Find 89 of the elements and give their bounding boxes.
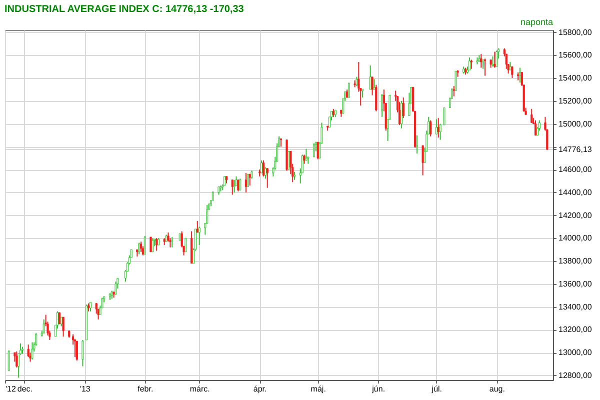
candlestick (437, 118, 440, 138)
candlestick (312, 142, 316, 158)
candlestick (95, 302, 98, 314)
candlestick (180, 230, 183, 248)
candlestick (470, 59, 472, 70)
candlestick (356, 76, 358, 87)
x-tick-label: júl. (430, 384, 442, 394)
candlestick (422, 145, 424, 176)
candlestick (416, 134, 418, 154)
candlestick (198, 226, 200, 246)
y-tick-label: 13600,00 (558, 279, 592, 288)
x-tick-label: ápr. (253, 384, 267, 394)
candlestick (62, 316, 64, 338)
y-tick-label: 13000,00 (558, 348, 592, 358)
candlestick (468, 56, 470, 71)
x-tick-label: máj. (310, 384, 326, 394)
candlestick (27, 344, 30, 358)
y-tick-label: 13400,00 (558, 302, 592, 312)
y-tick-label: 15400,00 (558, 74, 592, 83)
y-tick-label: 15200,00 (558, 96, 592, 106)
y-tick-label: 12800,00 (558, 370, 592, 380)
candlestick (42, 318, 45, 334)
candlestick (303, 154, 306, 164)
candlestick (316, 142, 319, 160)
candlestick (150, 236, 152, 252)
candlestick (430, 120, 432, 137)
candlestick (482, 59, 484, 70)
candlestick (375, 84, 378, 112)
y-tick-label: 14776,13 (558, 144, 592, 154)
candlestick (496, 50, 498, 68)
candlestick (538, 120, 540, 132)
y-tick-label: 14000,00 (558, 234, 592, 243)
candlestick (144, 235, 146, 255)
candlestick (233, 179, 236, 193)
candlestick (262, 160, 265, 177)
candlestick (480, 54, 482, 68)
y-tick-label: 13800,00 (558, 256, 592, 266)
candlestick (224, 176, 226, 186)
candlestick (138, 242, 140, 255)
candlestick (248, 174, 251, 186)
candlestick (140, 241, 142, 252)
candlestick (231, 179, 234, 196)
candlestick (31, 342, 34, 360)
y-tick-label: 15800,00 (558, 28, 592, 37)
candlestick (371, 76, 374, 96)
candlestick (184, 238, 187, 252)
candlestick (212, 190, 214, 201)
candlestick (511, 66, 514, 79)
candlestick (76, 340, 78, 362)
x-tick-label: jún. (371, 384, 386, 394)
x-tick-label: '13 (80, 384, 91, 394)
candlestick (369, 64, 372, 90)
candlestick (206, 204, 208, 224)
candlestick (82, 339, 84, 367)
candlestick (452, 86, 455, 97)
candlestick (260, 160, 263, 174)
candlestick (114, 281, 117, 295)
x-tick-label: dec. (17, 384, 32, 394)
y-tick-label: 14600,00 (558, 165, 592, 174)
y-tick-label: 14200,00 (558, 210, 592, 220)
candlestick (305, 148, 308, 161)
candlestick (494, 51, 496, 68)
text: naponta (520, 17, 553, 27)
candlestick (530, 108, 533, 124)
candlestick (8, 350, 10, 372)
candlestick (171, 236, 174, 248)
candlestick (373, 78, 376, 90)
candlestick (492, 56, 494, 68)
x-tick-label: febr. (138, 384, 154, 394)
x-tick-label: '12 (6, 384, 16, 394)
candlestick (142, 246, 144, 256)
candlestick (16, 350, 18, 368)
y-tick-label: 15600,00 (558, 50, 592, 60)
candlestick (380, 94, 384, 118)
y-tick-label: 14400,00 (558, 188, 592, 197)
candlestick (237, 179, 240, 192)
candlestick (244, 172, 248, 193)
x-tick-label: aug. (489, 384, 505, 394)
candlestick (288, 150, 290, 170)
y-tick-label: 13200,00 (558, 325, 592, 334)
candlestick (58, 312, 60, 324)
y-tick-label: 15000,00 (558, 119, 592, 128)
candlestick (239, 178, 242, 191)
chart-title: INDUSTRIAL AVERAGE INDEX C: 14776,13 -170,33 (4, 4, 244, 15)
candlestick (74, 338, 76, 358)
candlestick (156, 238, 158, 252)
x-tick-label: márc. (190, 384, 210, 394)
candlestick (484, 58, 486, 76)
candlestick (152, 238, 154, 252)
